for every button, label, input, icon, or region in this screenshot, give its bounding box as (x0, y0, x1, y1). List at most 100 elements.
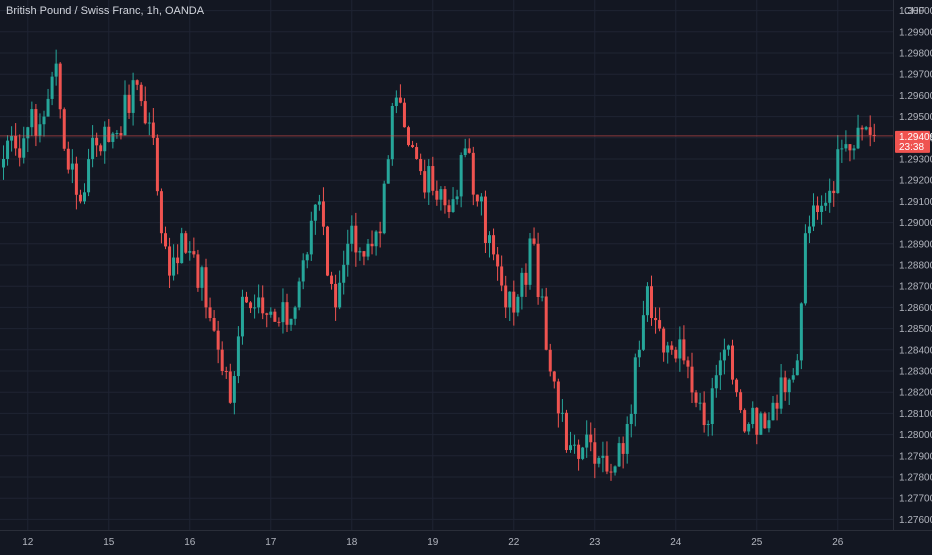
candle-body[interactable] (427, 166, 431, 193)
candle-body[interactable] (30, 109, 34, 128)
candle-body[interactable] (556, 381, 560, 414)
candle-body[interactable] (795, 360, 799, 376)
candle-body[interactable] (678, 339, 682, 359)
candle-body[interactable] (281, 302, 285, 323)
candle-body[interactable] (240, 296, 244, 337)
candle-body[interactable] (46, 98, 50, 117)
candle-body[interactable] (714, 375, 718, 389)
candle-body[interactable] (261, 297, 265, 314)
candle-body[interactable] (637, 349, 641, 358)
candle-body[interactable] (386, 159, 390, 184)
candle-body[interactable] (374, 231, 378, 247)
candle-body[interactable] (362, 251, 366, 257)
candle-body[interactable] (763, 413, 767, 429)
candle-body[interactable] (747, 424, 751, 432)
candle-body[interactable] (654, 318, 658, 321)
candle-body[interactable] (123, 94, 127, 136)
candle-body[interactable] (402, 102, 406, 128)
candle-body[interactable] (836, 149, 840, 194)
candle-body[interactable] (605, 455, 609, 472)
candle-body[interactable] (419, 159, 423, 172)
candle-body[interactable] (204, 267, 208, 308)
candle-body[interactable] (439, 189, 443, 200)
candle-body[interactable] (317, 201, 321, 205)
candle-body[interactable] (767, 420, 771, 429)
candle-body[interactable] (868, 127, 872, 135)
candle-body[interactable] (176, 257, 180, 264)
candle-body[interactable] (779, 377, 783, 409)
candle-body[interactable] (370, 243, 374, 247)
candle-body[interactable] (658, 320, 662, 329)
candle-body[interactable] (710, 388, 714, 424)
candle-body[interactable] (759, 413, 763, 435)
candle-body[interactable] (864, 127, 868, 130)
candle-body[interactable] (471, 152, 475, 195)
candle-body[interactable] (698, 402, 702, 404)
candle-body[interactable] (228, 371, 232, 403)
candle-body[interactable] (382, 183, 386, 234)
candle-body[interactable] (184, 233, 188, 253)
candle-body[interactable] (18, 148, 22, 158)
candle-body[interactable] (500, 266, 504, 286)
candle-body[interactable] (569, 445, 572, 451)
candle-body[interactable] (483, 196, 487, 243)
candle-body[interactable] (601, 455, 605, 458)
candle-body[interactable] (155, 137, 159, 192)
candle-body[interactable] (143, 101, 147, 124)
candle-body[interactable] (253, 307, 257, 309)
candles[interactable] (2, 49, 876, 481)
candle-body[interactable] (220, 349, 224, 371)
candle-body[interactable] (670, 345, 674, 350)
candle-body[interactable] (548, 349, 552, 372)
candle-body[interactable] (731, 345, 734, 380)
candle-body[interactable] (58, 63, 62, 110)
candle-body[interactable] (188, 251, 192, 253)
candle-body[interactable] (151, 122, 155, 138)
candle-body[interactable] (22, 138, 26, 158)
candle-body[interactable] (832, 190, 836, 194)
candle-body[interactable] (34, 109, 38, 136)
candle-body[interactable] (62, 109, 66, 149)
candle-body[interactable] (824, 202, 828, 206)
candle-body[interactable] (269, 311, 273, 315)
candle-body[interactable] (447, 205, 451, 212)
candle-body[interactable] (617, 443, 621, 467)
candle-body[interactable] (321, 201, 325, 227)
candle-body[interactable] (147, 122, 151, 124)
candle-body[interactable] (739, 392, 743, 411)
candle-body[interactable] (803, 233, 807, 304)
candle-body[interactable] (479, 196, 483, 202)
candle-body[interactable] (492, 235, 496, 255)
candle-body[interactable] (301, 260, 305, 282)
candle-body[interactable] (455, 196, 459, 200)
candle-body[interactable] (91, 137, 95, 160)
candle-body[interactable] (431, 166, 435, 191)
candle-body[interactable] (848, 144, 852, 151)
candle-body[interactable] (682, 339, 686, 361)
candle-body[interactable] (232, 376, 236, 403)
candle-body[interactable] (597, 457, 601, 464)
candle-body[interactable] (783, 377, 787, 393)
candle-body[interactable] (131, 80, 135, 113)
candle-body[interactable] (735, 379, 739, 393)
candle-body[interactable] (508, 291, 512, 308)
candle-body[interactable] (139, 84, 143, 102)
candle-body[interactable] (524, 272, 528, 285)
candle-body[interactable] (354, 225, 358, 253)
candle-body[interactable] (828, 190, 832, 203)
candle-body[interactable] (625, 424, 629, 454)
candle-body[interactable] (265, 313, 269, 315)
candle-body[interactable] (552, 371, 556, 382)
candle-body[interactable] (467, 148, 471, 153)
candle-body[interactable] (411, 145, 415, 148)
candle-body[interactable] (666, 345, 670, 353)
candle-body[interactable] (342, 264, 346, 283)
candle-body[interactable] (544, 296, 548, 350)
candle-body[interactable] (38, 124, 42, 136)
candle-body[interactable] (224, 371, 228, 372)
candle-body[interactable] (42, 116, 46, 125)
candle-body[interactable] (856, 127, 860, 149)
candle-body[interactable] (14, 135, 18, 149)
candle-body[interactable] (463, 148, 467, 156)
candle-body[interactable] (820, 205, 824, 212)
